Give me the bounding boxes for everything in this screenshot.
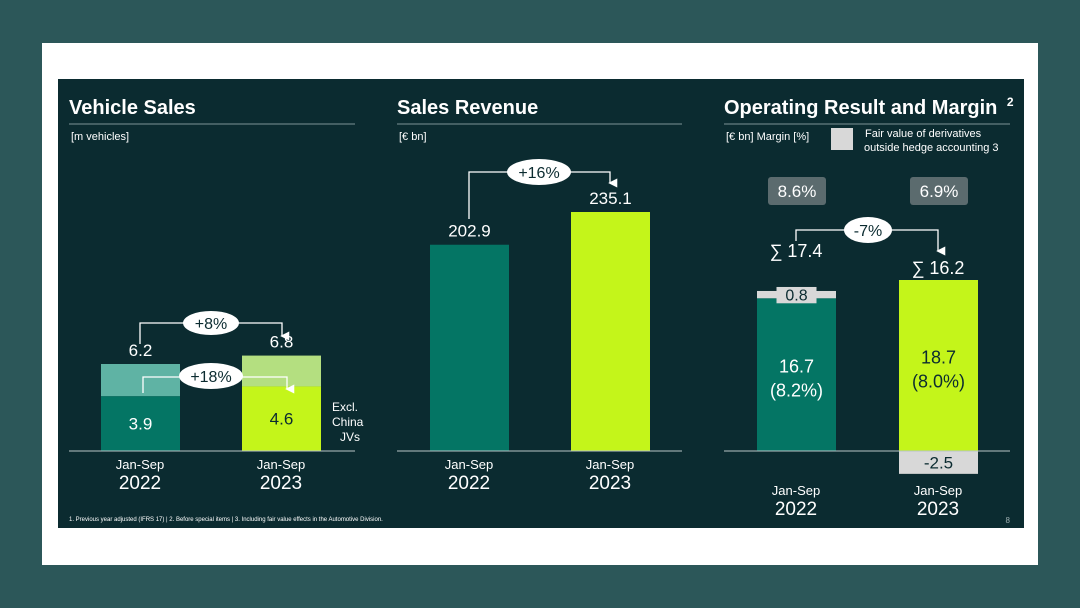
- fair-value-value-2023: -2.5: [924, 453, 953, 472]
- sales-revenue-growth-label: +16%: [518, 165, 559, 182]
- vehicle-sales-bar-excl-2023: [242, 386, 321, 451]
- vehicle-sales-bar-total-2023: [242, 355, 321, 387]
- sales-revenue-unit: [€ bn]: [399, 131, 427, 143]
- sales-revenue-value-2023: 235.1: [589, 189, 632, 208]
- vehicle-sales-value-total-2022: 6.2: [129, 341, 153, 360]
- sales-revenue-cat-2022-period: Jan-Sep: [445, 457, 493, 472]
- sales-revenue-cat-2023-period: Jan-Sep: [586, 457, 634, 472]
- operating-result-value-2022: 16.7: [779, 357, 814, 377]
- slide: Vehicle Sales [m vehicles] 3.9 6.2 4.6 6.8 …: [58, 79, 1024, 528]
- margin-badge-2023: [910, 177, 968, 205]
- sales-revenue-value-2022: 202.9: [448, 222, 491, 241]
- operating-result-cat-2023-period: Jan-Sep: [914, 483, 962, 498]
- vehicle-sales-panel: Vehicle Sales [m vehicles] 3.96.24.66.8 …: [69, 97, 367, 494]
- total-2022-label: ∑ 17.4: [770, 241, 823, 261]
- fair-value-label-box-2022: [776, 286, 817, 304]
- vehicle-sales-bar-total-2022: [101, 364, 180, 397]
- vehicle-sales-cat-2022-period: Jan-Sep: [116, 457, 164, 472]
- vehicle-sales-growth-label: +8%: [195, 316, 227, 333]
- sales-revenue-cat-2023-year: 2023: [589, 473, 631, 494]
- sales-revenue-title: Sales Revenue: [397, 97, 538, 119]
- operating-result-cat-2022-period: Jan-Sep: [772, 483, 820, 498]
- sales-revenue-growth-pill: [507, 159, 571, 185]
- sales-revenue-bar-2022: [430, 244, 509, 451]
- vehicle-sales-unit: [m vehicles]: [71, 131, 129, 143]
- operating-result-bar-2023: [899, 280, 978, 451]
- margin-badge-2022-label: 8.6%: [778, 182, 817, 201]
- sales-revenue-cat-2022-year: 2022: [448, 473, 490, 494]
- operating-result-cat-2023-year: 2023: [917, 499, 959, 520]
- fair-value-value-2022: 0.8: [785, 288, 807, 305]
- slide-charts: Vehicle Sales [m vehicles] 3.96.24.66.8 …: [69, 95, 1014, 525]
- operating-result-growth-label: -7%: [854, 223, 882, 240]
- operating-result-cat-2022-year: 2022: [775, 499, 817, 520]
- page-number: 8: [1006, 516, 1011, 525]
- operating-result-bar-2022: [757, 298, 836, 451]
- vehicle-sales-value-excl-2023: 4.6: [270, 410, 294, 429]
- vehicle-sales-cat-2023-year: 2023: [260, 473, 302, 494]
- vehicle-sales-cat-2023-period: Jan-Sep: [257, 457, 305, 472]
- vehicle-sales-excl-growth-pill: [179, 363, 243, 389]
- operating-result-margin-2022: (8.2%): [770, 381, 823, 401]
- operating-result-unit: [€ bn] Margin [%]: [726, 131, 809, 143]
- sales-revenue-bar-2023: [571, 212, 650, 451]
- sales-revenue-panel: Sales Revenue [€ bn] 202.9 235.1 +16% Jan…: [397, 97, 682, 494]
- vehicle-sales-excl-growth-label: +18%: [190, 369, 231, 386]
- vehicle-sales-series-label: Excl. China JVs: [332, 400, 367, 444]
- vehicle-sales-cat-2022-year: 2022: [119, 473, 161, 494]
- operating-result-growth-pill: [844, 217, 892, 243]
- total-2023-label: ∑ 16.2: [912, 258, 965, 278]
- vehicle-sales-growth-pill: [183, 311, 239, 335]
- vehicle-sales-value-excl-2022: 3.9: [129, 415, 153, 434]
- footnote: 1. Previous year adjusted (IFRS 17) | 2.…: [69, 517, 383, 523]
- legend-label: Fair value of derivatives outside hedge …: [864, 128, 999, 154]
- margin-badge-2022: [768, 177, 826, 205]
- margin-badge-2023-label: 6.9%: [920, 182, 959, 201]
- operating-result-panel: Operating Result and Margin 2 [€ bn] Mar…: [724, 95, 1014, 520]
- legend-swatch: [831, 128, 853, 150]
- fair-value-bar-2023: [899, 451, 978, 474]
- operating-result-value-2023: 18.7: [921, 348, 956, 368]
- vehicle-sales-title: Vehicle Sales: [69, 97, 196, 119]
- operating-result-margin-2023: (8.0%): [912, 372, 965, 392]
- operating-result-title: Operating Result and Margin 2: [724, 95, 1014, 119]
- vehicle-sales-bar-excl-2022: [101, 396, 180, 451]
